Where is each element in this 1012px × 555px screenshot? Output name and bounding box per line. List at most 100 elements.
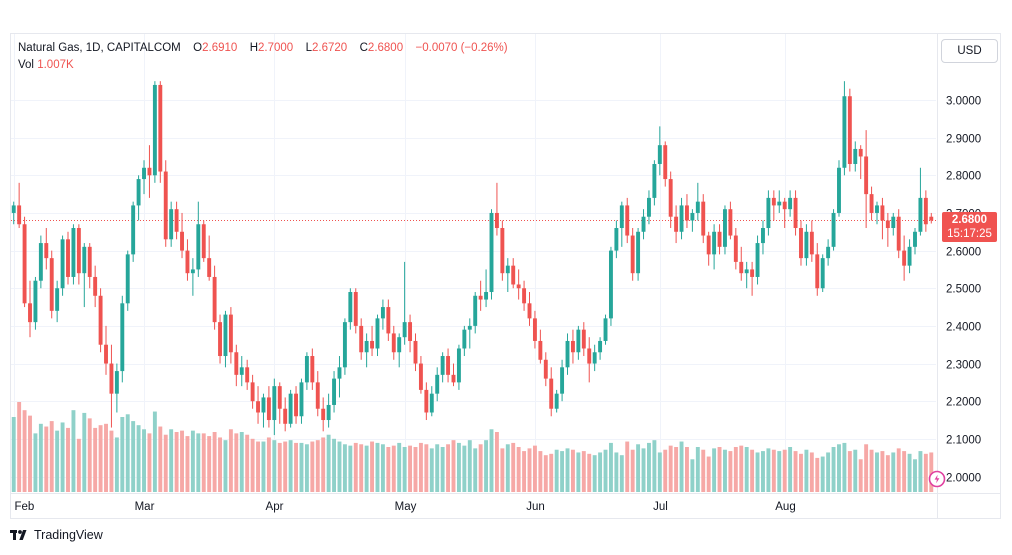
volume-bar <box>875 452 879 492</box>
volume-bar <box>587 453 592 492</box>
candle <box>641 209 646 240</box>
candle-body <box>98 295 103 345</box>
candle-body <box>723 209 727 247</box>
candle-body <box>234 352 239 375</box>
candle <box>777 190 782 213</box>
candle <box>804 224 809 266</box>
candle <box>87 243 92 289</box>
volume-bar <box>592 455 597 492</box>
candle <box>923 190 928 232</box>
candle-body <box>842 96 847 168</box>
low-label: L <box>305 42 313 54</box>
volume-bar <box>478 444 483 492</box>
volume-bar <box>543 455 548 492</box>
candle-body <box>332 378 337 405</box>
volume-bar <box>261 441 266 492</box>
currency-button[interactable]: USD <box>941 39 998 63</box>
x-tick-label: Apr <box>266 501 284 513</box>
volume-bar <box>245 434 250 492</box>
candle <box>467 318 472 349</box>
alert-clock-icon[interactable] <box>928 470 946 488</box>
open-value: 2.6910 <box>202 42 238 54</box>
tradingview-logo[interactable]: TradingView <box>10 528 103 542</box>
candle <box>809 220 814 262</box>
candle <box>929 212 934 224</box>
volume-bar <box>104 423 108 492</box>
y-tick-label: 2.8000 <box>946 171 981 183</box>
volume-bar <box>603 449 608 492</box>
candle <box>250 374 255 409</box>
candle <box>201 220 206 262</box>
candle-body <box>125 254 130 304</box>
candle-body <box>614 228 619 251</box>
volume-bar <box>93 427 98 492</box>
volume-bar <box>98 425 103 492</box>
candle-body <box>576 329 581 353</box>
candle-body <box>136 179 141 206</box>
volume-bar <box>657 452 662 492</box>
x-tick-label: Jun <box>526 501 545 513</box>
candle-body <box>560 367 565 394</box>
volume-bar <box>408 445 413 492</box>
volume-bar <box>505 444 510 492</box>
volume-bar <box>608 442 613 492</box>
candle <box>17 182 22 229</box>
volume-bar <box>49 421 54 492</box>
candle <box>49 250 54 319</box>
candle-body <box>283 408 288 424</box>
volume-bar <box>674 447 679 492</box>
candle-body <box>266 397 271 421</box>
candle-body <box>766 197 771 229</box>
candle <box>728 201 733 240</box>
price-axis[interactable]: 2.0000 2.1000 2.2000 2.3000 2.4000 2.5000 2.60… <box>946 96 981 485</box>
candle <box>294 386 298 424</box>
symbol-title[interactable]: Natural Gas, 1D, CAPITALCOM <box>18 42 181 54</box>
volume-bar <box>234 433 239 492</box>
volume-bar <box>44 426 49 492</box>
candle-body <box>815 254 820 289</box>
y-tick-label: 3.0000 <box>946 96 981 108</box>
volume-bar <box>277 442 282 492</box>
candle <box>283 397 288 432</box>
candle-body <box>451 374 456 383</box>
volume-bar <box>826 452 831 492</box>
candle-body <box>315 382 320 409</box>
volume-bar <box>614 452 619 492</box>
volume-bar <box>522 451 527 492</box>
candle <box>782 197 787 229</box>
volume-bar <box>71 410 76 492</box>
candle <box>28 280 32 338</box>
candle <box>364 333 369 368</box>
volume-bar <box>728 451 733 492</box>
candle-body <box>261 397 266 413</box>
volume-bar <box>695 447 700 492</box>
candle <box>685 194 689 229</box>
volume-label[interactable]: Vol <box>18 59 34 71</box>
time-axis[interactable]: Feb Mar Apr May Jun Jul Aug <box>15 501 796 513</box>
candle-body <box>532 318 537 341</box>
candle <box>342 318 347 375</box>
volume-bar <box>60 422 65 492</box>
change-value: −0.0070 (−0.26%) <box>415 42 508 54</box>
candle-body <box>223 314 228 357</box>
candle-body <box>690 212 695 221</box>
volume-bar <box>310 441 315 492</box>
candle-body <box>592 352 597 364</box>
x-tick-label: Jul <box>653 501 668 513</box>
volume-bar <box>473 448 478 492</box>
volume-bar <box>929 452 934 492</box>
candle <box>234 344 239 387</box>
volume-bar <box>332 438 337 492</box>
volume-bar <box>500 448 505 492</box>
candle <box>380 299 385 330</box>
candle <box>158 81 163 183</box>
candle <box>771 190 776 221</box>
candle <box>147 145 152 198</box>
candle <box>185 239 190 281</box>
volume-bar <box>755 452 760 492</box>
candle <box>180 212 184 259</box>
candle-body <box>22 224 27 304</box>
candle-body <box>728 209 733 236</box>
candle <box>256 386 260 424</box>
